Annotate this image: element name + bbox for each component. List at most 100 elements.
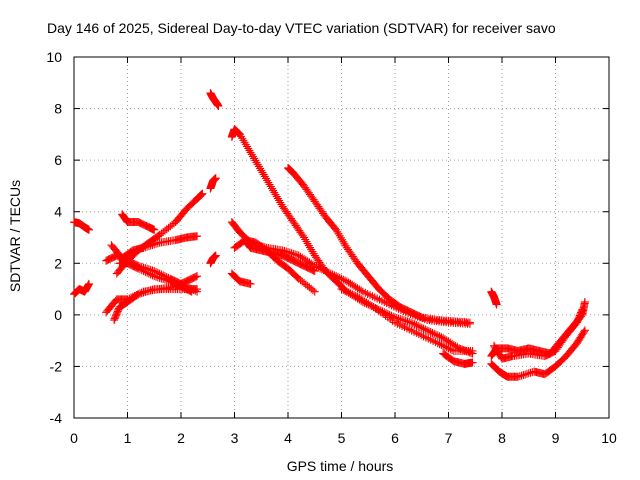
x-tick-label: 5 [338, 430, 346, 446]
data-point-marker [333, 227, 342, 236]
data-point-marker [260, 172, 269, 181]
data-point-marker [333, 273, 342, 282]
x-tick-label: 4 [284, 430, 292, 446]
data-point-marker [244, 144, 253, 153]
data-point-marker [580, 327, 589, 336]
data-point-marker [193, 232, 202, 241]
data-point-marker [280, 246, 289, 255]
data-point-marker [517, 371, 526, 380]
data-point-marker [246, 148, 255, 157]
data-point-marker [262, 174, 271, 183]
data-point-marker [336, 233, 345, 242]
data-point-marker [135, 289, 144, 298]
data-point-marker [308, 286, 317, 295]
x-tick-label: 2 [177, 430, 185, 446]
data-point-marker [271, 190, 280, 199]
data-point-marker [421, 325, 430, 334]
data-point-marker [403, 317, 412, 326]
data-point-marker [514, 372, 523, 381]
data-point-marker [141, 267, 150, 276]
data-point-marker [415, 322, 424, 331]
data-point-marker [339, 237, 348, 246]
data-point-marker [143, 287, 152, 296]
data-point-marker [242, 142, 251, 151]
data-point-marker [334, 229, 343, 238]
chart-title: Day 146 of 2025, Sidereal Day-to-day VTE… [47, 20, 556, 36]
data-point-marker [439, 341, 448, 350]
data-point-marker [578, 305, 587, 314]
data-point-marker [419, 324, 428, 333]
data-point-marker [148, 285, 157, 294]
data-point-marker [301, 235, 310, 244]
data-point-marker [396, 315, 405, 324]
data-point-marker [492, 300, 501, 309]
data-point-marker [432, 330, 441, 339]
series-arc-l [206, 89, 223, 110]
x-tick-label: 8 [498, 430, 506, 446]
data-point-marker [316, 264, 325, 273]
data-point-marker [319, 266, 328, 275]
data-point-marker [275, 196, 284, 205]
data-point-marker [254, 162, 263, 171]
data-point-marker [239, 136, 248, 145]
x-axis-label: GPS time / hours [287, 458, 394, 474]
data-point-marker [338, 235, 347, 244]
data-point-marker [328, 270, 337, 279]
data-point-marker [247, 150, 256, 159]
data-point-marker [250, 154, 259, 163]
data-point-marker [317, 265, 326, 274]
data-point-marker [267, 184, 276, 193]
data-point-marker [580, 297, 589, 306]
data-point-marker [193, 285, 202, 294]
data-point-marker [348, 290, 357, 299]
y-tick-label: 0 [54, 307, 62, 323]
data-point-marker [292, 250, 301, 259]
data-point-marker [335, 231, 344, 240]
data-point-marker [341, 276, 350, 285]
data-point-marker [426, 328, 435, 337]
x-tick-label: 9 [552, 430, 560, 446]
data-point-marker [257, 166, 266, 175]
data-point-marker [341, 286, 350, 295]
data-point-marker [139, 288, 148, 297]
data-point-marker [465, 319, 474, 328]
data-point-marker [310, 267, 319, 276]
data-point-marker [139, 267, 148, 276]
data-point-marker [349, 291, 358, 300]
data-point-marker [314, 263, 323, 272]
series-arc-x [489, 305, 587, 363]
data-point-marker [252, 158, 261, 167]
data-point-marker [273, 194, 282, 203]
data-point-marker [367, 301, 376, 310]
data-point-marker [153, 273, 162, 282]
data-point-marker [410, 320, 419, 329]
x-tick-label: 10 [601, 430, 617, 446]
data-point-marker [253, 160, 262, 169]
data-point-marker [330, 271, 339, 280]
x-tick-label: 3 [231, 430, 239, 446]
data-point-marker [321, 267, 330, 276]
data-point-marker [214, 101, 223, 110]
data-point-marker [448, 346, 457, 355]
data-point-marker [357, 286, 366, 295]
data-point-marker [248, 152, 257, 161]
data-point-marker [245, 146, 254, 155]
data-point-marker [259, 170, 268, 179]
data-point-marker [196, 191, 205, 200]
data-point-marker [258, 168, 267, 177]
y-axis-label: SDTVAR / TECUs [7, 180, 23, 292]
data-point-marker [580, 326, 589, 335]
axis-ticks [73, 56, 610, 419]
data-point-marker [256, 164, 265, 173]
data-point-marker [211, 174, 220, 183]
data-point-marker [148, 271, 157, 280]
y-tick-label: 8 [54, 101, 62, 117]
data-point-marker [187, 287, 196, 296]
data-point-marker [308, 260, 317, 269]
series-arc-i [115, 259, 196, 296]
y-tick-label: -4 [50, 410, 63, 426]
data-point-marker [153, 239, 162, 248]
data-point-marker [310, 287, 319, 296]
data-point-marker [519, 371, 528, 380]
